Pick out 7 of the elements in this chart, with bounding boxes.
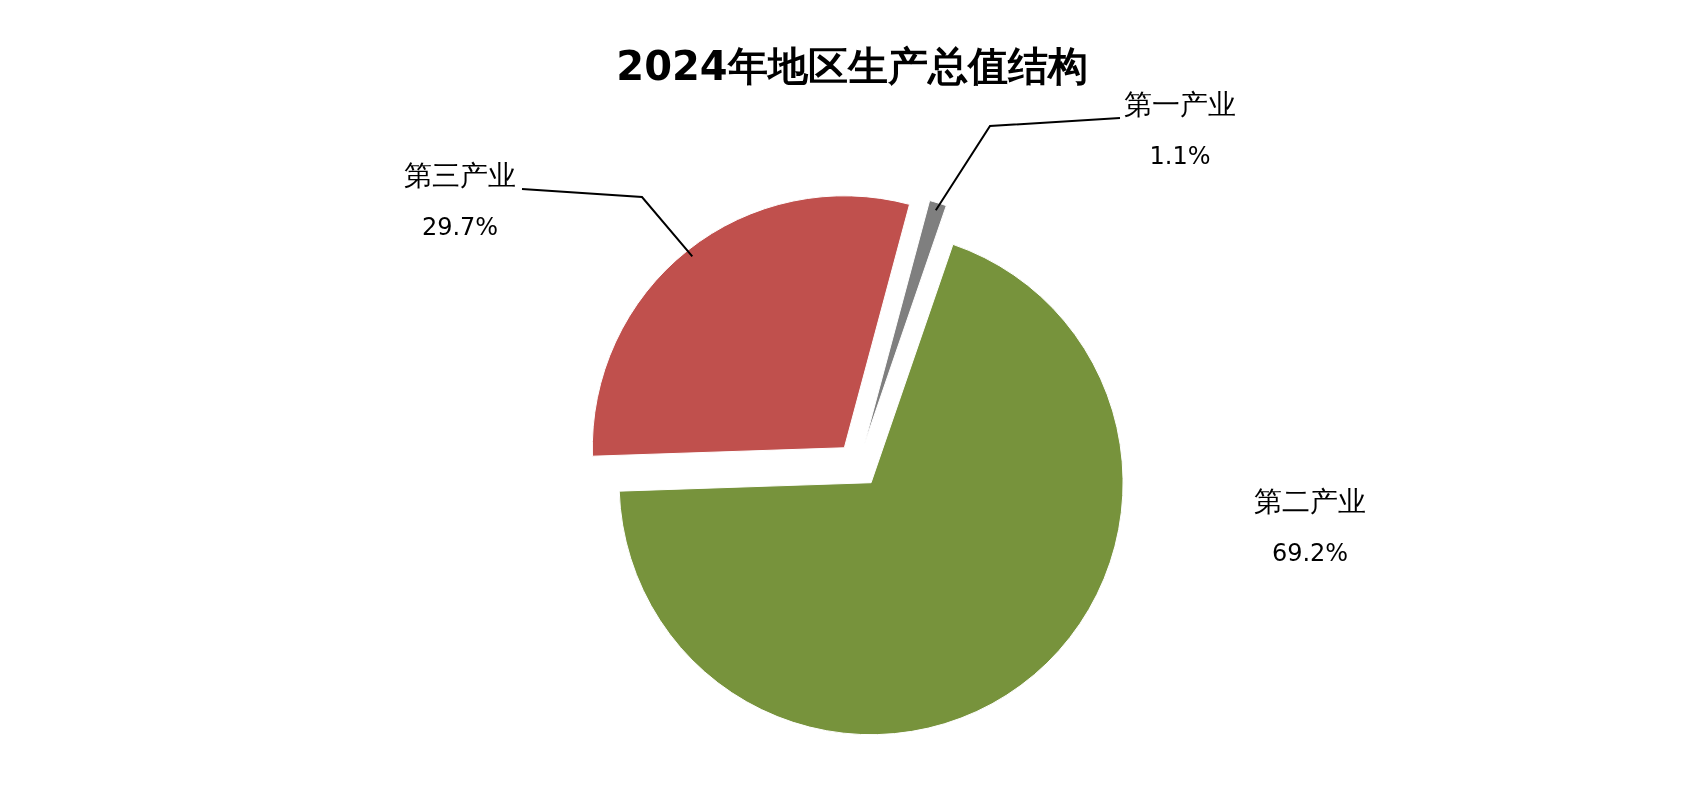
data-label: 1.1% <box>1149 142 1211 170</box>
data-label: 69.2% <box>1271 539 1349 567</box>
slice-label: 第三产业 <box>404 159 516 192</box>
data-label: 29.7% <box>421 213 499 241</box>
slice-label: 第二产业 <box>1254 485 1366 518</box>
chart-title: 2024年地区生产总值结构 <box>616 43 1088 89</box>
slice-label: 第一产业 <box>1124 88 1236 121</box>
